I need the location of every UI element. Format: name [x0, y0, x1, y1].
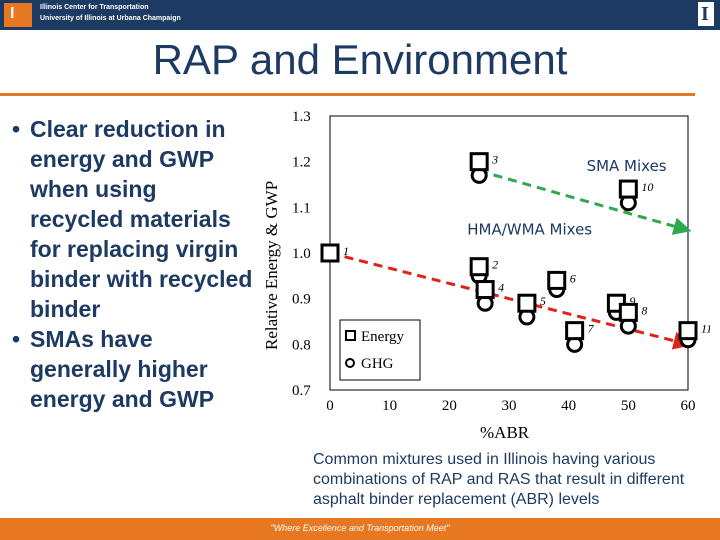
- x-tick-label: 40: [561, 398, 576, 414]
- point-label: 4: [498, 281, 504, 295]
- sma-trend-line: [478, 169, 692, 235]
- energy-point: [517, 293, 537, 313]
- x-tick-label: 10: [382, 398, 397, 414]
- bullet-list: Clear reduction in energy and GWP when u…: [6, 114, 256, 414]
- energy-point: [469, 257, 489, 277]
- y-tick-label: 0.8: [292, 337, 311, 353]
- point-label: 11: [701, 322, 710, 336]
- point-label: 3: [491, 153, 498, 167]
- sma-mixes-annotation: SMA Mixes: [587, 157, 667, 175]
- org-name-line2: University of Illinois at Urbana Champai…: [40, 15, 181, 22]
- energy-ghg-chart: 0.7 0.8 0.9 1.0 1.1 1.2 1.3 0 10 20 30 40 50 60 %ABR…: [262, 109, 710, 442]
- x-tick-label: 50: [621, 398, 636, 414]
- x-tick-label: 30: [502, 398, 517, 414]
- y-tick-label: 0.9: [292, 292, 311, 308]
- illinois-logo-letter: I: [701, 3, 709, 25]
- ict-logo-letter: I: [10, 5, 15, 22]
- point-label: 1: [343, 244, 349, 258]
- header-bar: I Illinois Center for Transportation Uni…: [0, 0, 720, 30]
- energy-point: [547, 270, 567, 290]
- ict-logo: I: [4, 3, 32, 27]
- footer-tagline: "Where Excellence and Transportation Mee…: [270, 523, 450, 533]
- footer-bar: "Where Excellence and Transportation Mee…: [0, 518, 720, 540]
- energy-point: [618, 179, 638, 199]
- title-divider: [0, 93, 695, 96]
- y-tick-label: 1.2: [292, 155, 311, 171]
- x-axis-label: %ABR: [480, 423, 530, 442]
- bullet-item: Clear reduction in energy and GWP when u…: [6, 114, 256, 324]
- x-tick-label: 0: [326, 398, 334, 414]
- energy-point: [678, 321, 698, 341]
- x-tick-label: 20: [442, 398, 457, 414]
- point-label: 6: [570, 271, 576, 285]
- y-axis-label: Relative Energy & GWP: [262, 181, 281, 350]
- hma-wma-mixes-annotation: HMA/WMA Mixes: [467, 221, 592, 239]
- point-label: 9: [629, 294, 635, 308]
- point-label: 10: [641, 180, 653, 194]
- legend-ghg-label: GHG: [361, 356, 394, 372]
- slide-title: RAP and Environment: [152, 36, 568, 83]
- energy-point: [618, 302, 638, 322]
- illinois-logo: I: [698, 2, 714, 26]
- point-label: 5: [540, 294, 546, 308]
- y-tick-label: 1.1: [292, 200, 311, 216]
- energy-point: [469, 152, 489, 172]
- legend-energy-label: Energy: [361, 329, 405, 345]
- point-label: 7: [588, 322, 595, 336]
- chart-caption: Common mixtures used in Illinois having …: [313, 451, 685, 508]
- point-label: 2: [492, 258, 498, 272]
- point-label: 8: [641, 303, 647, 317]
- energy-point: [565, 321, 585, 341]
- energy-point: [320, 243, 340, 263]
- bullet-item: SMAs have generally higher energy and GW…: [6, 324, 256, 414]
- y-tick-label: 1.0: [292, 246, 311, 262]
- x-tick-label: 60: [681, 398, 696, 414]
- energy-point: [475, 280, 495, 300]
- legend: Energy GHG: [339, 319, 421, 381]
- y-tick-label: 1.3: [292, 109, 311, 125]
- legend-energy-marker: [345, 330, 356, 341]
- org-name-line1: Illinois Center for Transportation: [40, 4, 149, 11]
- legend-ghg-marker: [345, 358, 355, 368]
- y-tick-label: 0.7: [292, 383, 311, 399]
